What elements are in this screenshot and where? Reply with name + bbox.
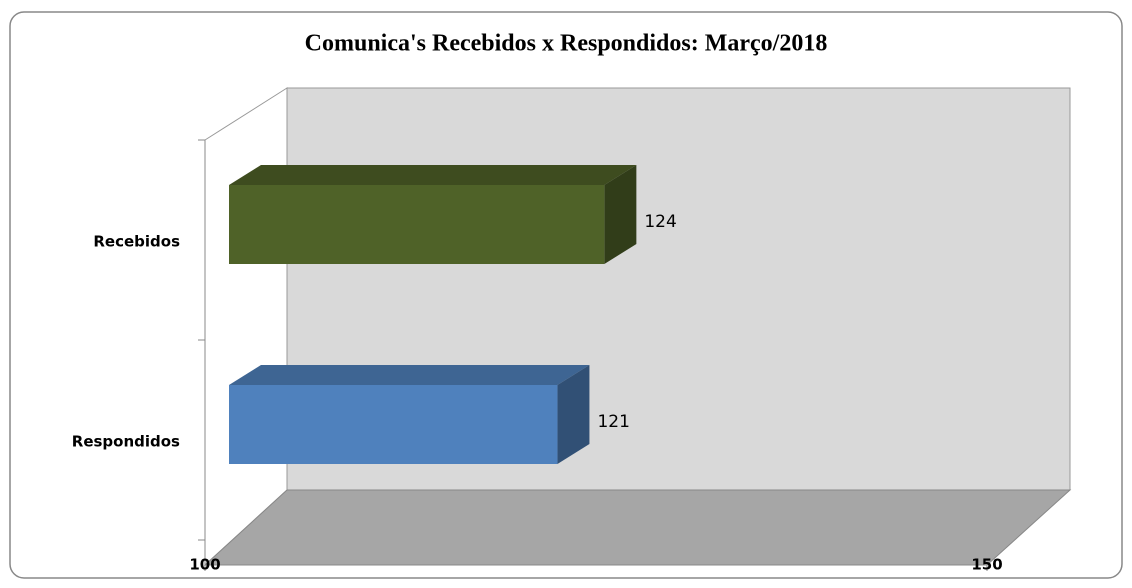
bar [229, 385, 558, 464]
y-tick-label: Respondidos [72, 433, 180, 451]
chart-title: Comunica's Recebidos x Respondidos: Març… [305, 31, 828, 57]
bar-side [604, 165, 637, 264]
bar [229, 185, 605, 264]
y-tick-label: Recebidos [93, 233, 180, 251]
floor [203, 489, 1072, 566]
value-label: 124 [644, 212, 676, 232]
bar-side [557, 365, 590, 464]
x-tick-label: 150 [971, 556, 1002, 574]
side-wall [204, 87, 288, 567]
x-tick-label: 100 [189, 556, 220, 574]
bar-top [229, 165, 637, 185]
bar-top [229, 365, 590, 385]
value-label: 121 [597, 412, 629, 432]
